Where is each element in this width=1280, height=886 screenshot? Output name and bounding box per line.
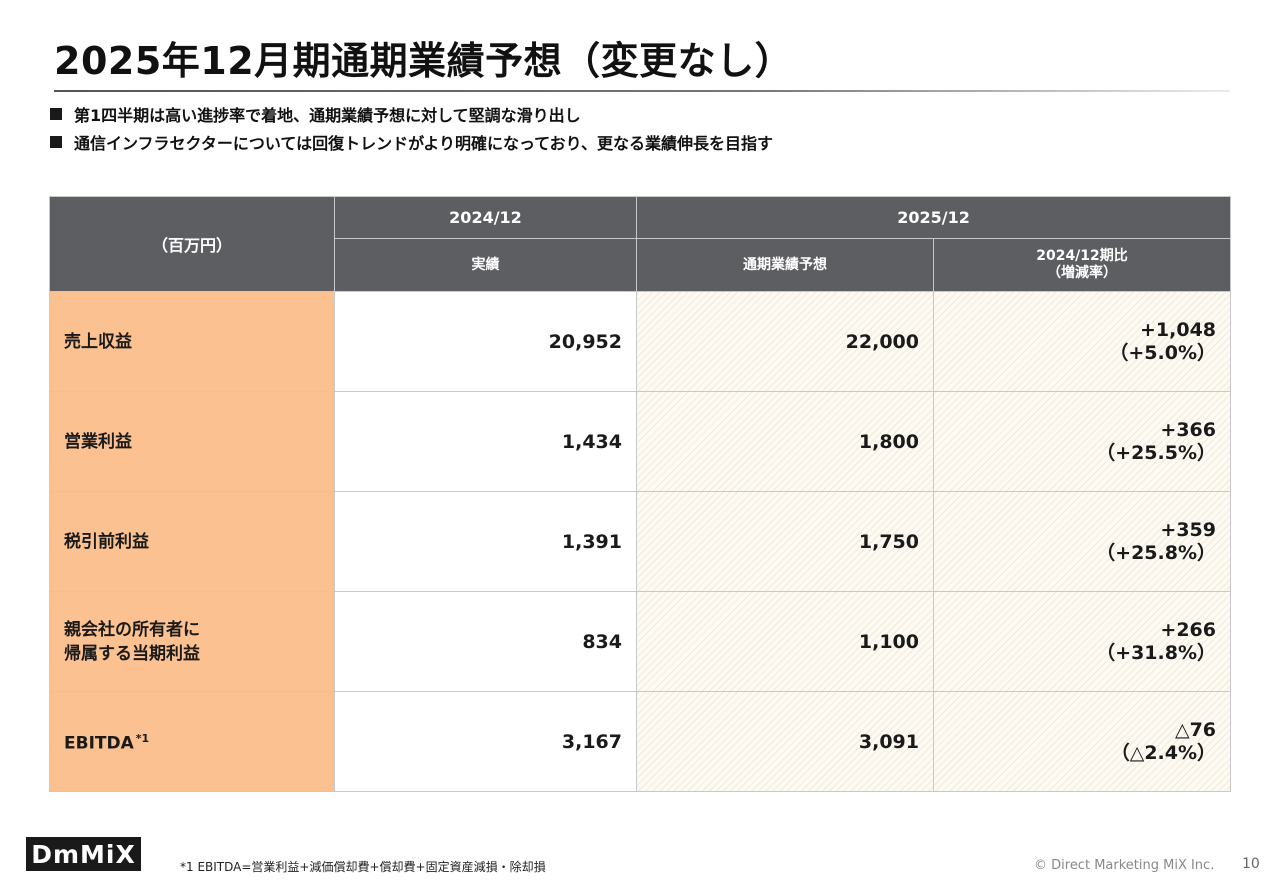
diff-value: +359 xyxy=(1160,518,1217,541)
table-row: 営業利益 1,434 1,800 +366 （+25.5%） xyxy=(49,391,1232,492)
actual-value: 20,952 xyxy=(334,291,637,392)
square-bullet-icon xyxy=(50,108,62,120)
row-label-text: 税引前利益 xyxy=(64,531,149,552)
unit-header: （百万円） xyxy=(49,196,335,292)
actual-value: 3,167 xyxy=(334,691,637,792)
footnote-marker: *1 xyxy=(135,732,150,746)
diff-cell: +359 （+25.8%） xyxy=(932,491,1232,592)
diff-rate: （+5.0%） xyxy=(1109,341,1217,364)
footnote-text: *1 EBITDA=営業利益+減価償却費+償却費+固定資産減損・除却損 xyxy=(180,860,546,874)
forecast-header: 通期業績予想 xyxy=(636,238,934,292)
bullet-item: 通信インフラセクターについては回復トレンドがより明確になっており、更なる業績伸長… xyxy=(50,128,773,156)
company-logo: DmMiX xyxy=(26,837,141,871)
forecast-value: 1,100 xyxy=(636,591,934,692)
forecast-value: 1,800 xyxy=(636,391,934,492)
forecast-value: 3,091 xyxy=(636,691,934,792)
forecast-table: （百万円） 2024/12 2025/12 実績 通期業績予想 2024/12期… xyxy=(49,196,1232,792)
bullet-text: 第1四半期は高い進捗率で着地、通期業績予想に対して堅調な滑り出し xyxy=(74,106,581,125)
actual-value: 1,391 xyxy=(334,491,637,592)
actual-header: 実績 xyxy=(334,238,637,292)
page-number: 10 xyxy=(1242,856,1260,872)
diff-cell: △76 （△2.4%） xyxy=(932,691,1232,792)
row-label-line2: 帰属する当期利益 xyxy=(64,643,200,664)
diff-value: +266 xyxy=(1160,618,1217,641)
row-label-text: 売上収益 xyxy=(64,331,132,352)
compare-header-line2: （増減率） xyxy=(1047,265,1117,281)
copyright-text: © Direct Marketing MiX Inc. xyxy=(1034,858,1215,873)
diff-value: +1,048 xyxy=(1139,318,1217,341)
row-label: 税引前利益 xyxy=(49,491,335,592)
table-row: 売上収益 20,952 22,000 +1,048 （+5.0%） xyxy=(49,291,1232,392)
title-underline xyxy=(54,90,1230,92)
diff-rate: （+31.8%） xyxy=(1096,641,1217,664)
bullet-list: 第1四半期は高い進捗率で着地、通期業績予想に対して堅調な滑り出し 通信インフラセ… xyxy=(50,100,773,156)
forecast-value: 22,000 xyxy=(636,291,934,392)
row-label: 営業利益 xyxy=(49,391,335,492)
table-row: 税引前利益 1,391 1,750 +359 （+25.8%） xyxy=(49,491,1232,592)
diff-cell: +366 （+25.5%） xyxy=(932,391,1232,492)
compare-header-line1: 2024/12期比 xyxy=(1036,248,1128,264)
diff-cell: +266 （+31.8%） xyxy=(932,591,1232,692)
actual-value: 834 xyxy=(334,591,637,692)
diff-rate: （△2.4%） xyxy=(1110,741,1217,764)
table-row: 親会社の所有者に 帰属する当期利益 834 1,100 +266 （+31.8%… xyxy=(49,591,1232,692)
actual-value: 1,434 xyxy=(334,391,637,492)
row-label-text: 営業利益 xyxy=(64,431,132,452)
diff-value: △76 xyxy=(1174,718,1217,741)
square-bullet-icon xyxy=(50,136,62,148)
row-label: EBITDA *1 xyxy=(49,691,335,792)
diff-rate: （+25.5%） xyxy=(1096,441,1217,464)
year-2025-header: 2025/12 xyxy=(635,196,1232,239)
year-2024-header: 2024/12 xyxy=(334,196,637,239)
bullet-text: 通信インフラセクターについては回復トレンドがより明確になっており、更なる業績伸長… xyxy=(74,134,774,153)
row-label-text: EBITDA xyxy=(64,733,134,754)
row-label: 売上収益 xyxy=(49,291,335,392)
bullet-item: 第1四半期は高い進捗率で着地、通期業績予想に対して堅調な滑り出し xyxy=(50,100,773,128)
compare-header: 2024/12期比 （増減率） xyxy=(932,238,1232,292)
row-label-line1: 親会社の所有者に xyxy=(64,619,200,640)
diff-rate: （+25.8%） xyxy=(1096,541,1217,564)
page-title: 2025年12月期通期業績予想（変更なし） xyxy=(54,39,794,83)
table-row: EBITDA *1 3,167 3,091 △76 （△2.4%） xyxy=(49,691,1232,792)
row-label: 親会社の所有者に 帰属する当期利益 xyxy=(49,591,335,692)
forecast-value: 1,750 xyxy=(636,491,934,592)
diff-value: +366 xyxy=(1160,418,1217,441)
diff-cell: +1,048 （+5.0%） xyxy=(932,291,1232,392)
